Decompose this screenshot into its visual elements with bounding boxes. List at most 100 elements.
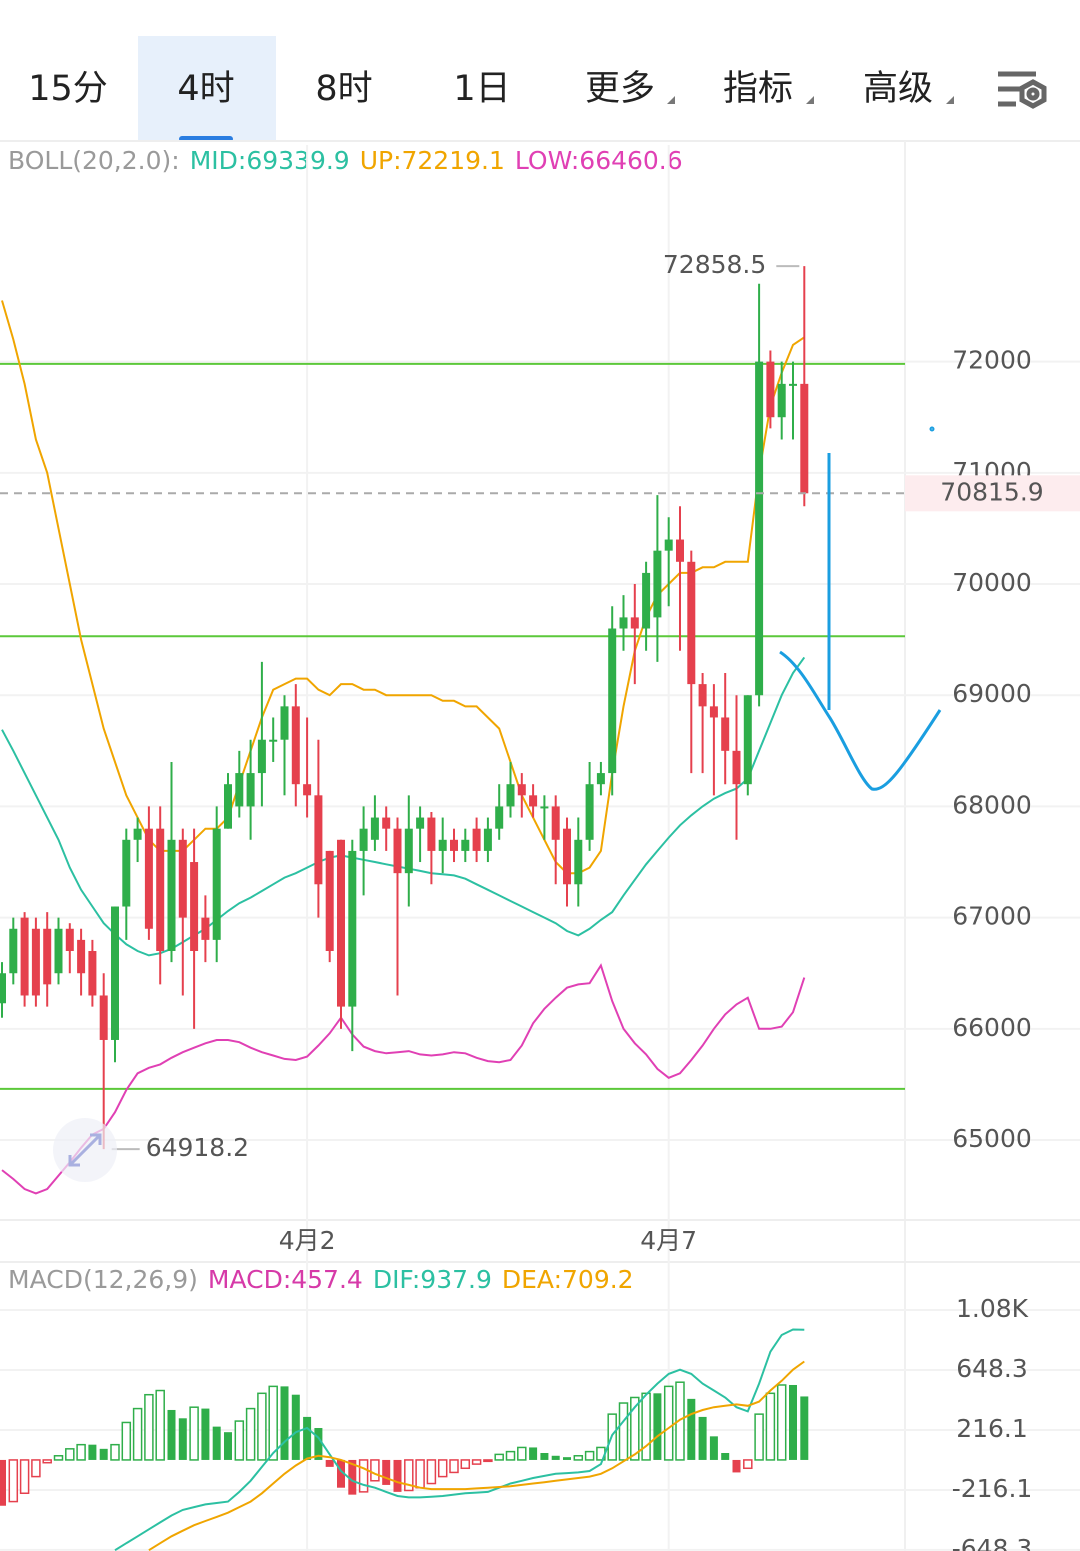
macd-bar	[178, 1418, 187, 1460]
candle-body	[235, 773, 244, 807]
last-price-label: 70815.9	[940, 477, 1043, 506]
macd-bar	[212, 1426, 221, 1460]
macd-bar	[483, 1459, 493, 1463]
macd-bar	[584, 1450, 595, 1461]
tab[interactable]: 指标	[723, 69, 793, 109]
macd-bar	[776, 1384, 787, 1461]
candle-body	[404, 828, 413, 874]
settings-icon[interactable]	[998, 71, 1047, 109]
macd-bar	[99, 1448, 108, 1460]
candle-body	[178, 839, 187, 918]
boll-line	[1, 656, 806, 957]
candle-body	[495, 806, 504, 829]
tab[interactable]: 1日	[453, 69, 510, 109]
y-tick-label: 68000	[952, 790, 1032, 819]
macd-bar	[563, 1457, 571, 1460]
candle-body	[257, 739, 266, 774]
macd-bar	[754, 1413, 764, 1461]
y-tick-label: -648.3	[952, 1534, 1033, 1551]
tab[interactable]: 8时	[315, 69, 372, 109]
x-tick-label: 4月2	[279, 1226, 336, 1255]
y-tick-label: 67000	[952, 902, 1032, 931]
macd-bar	[743, 1459, 753, 1470]
candle-body	[359, 828, 368, 851]
macd-bar	[709, 1436, 718, 1460]
macd-bar	[721, 1453, 730, 1460]
candle-body	[416, 817, 425, 829]
legend-entry: UP:72219.1	[360, 146, 505, 175]
max-label: 72858.5	[663, 250, 766, 279]
candle-body	[43, 928, 52, 985]
macd-bar	[529, 1447, 538, 1460]
candle-body	[99, 995, 108, 1040]
candle-body	[743, 695, 752, 785]
candle-body	[709, 706, 718, 718]
zoom-icon[interactable]	[53, 1118, 117, 1182]
macd-bar	[268, 1385, 278, 1461]
macd-bar	[415, 1459, 425, 1489]
macd-bar	[167, 1409, 176, 1460]
candle-body	[517, 784, 526, 796]
candle-body	[337, 839, 345, 1007]
macd-bar	[404, 1459, 414, 1492]
candle-body	[766, 361, 775, 418]
macd-line	[148, 1360, 805, 1551]
macd-bar	[551, 1455, 560, 1460]
macd-bar	[291, 1394, 300, 1460]
y-tick-label: 648.3	[956, 1354, 1028, 1383]
macd-bar	[437, 1459, 448, 1478]
candle-body	[133, 828, 142, 840]
macd-bar	[121, 1421, 132, 1461]
candle-body	[291, 706, 300, 785]
candle-body	[393, 828, 402, 874]
macd-bar	[19, 1459, 30, 1495]
candle-body	[642, 572, 651, 629]
tab[interactable]: 15分	[28, 69, 108, 109]
tab[interactable]: 高级	[863, 69, 933, 109]
candle-body	[88, 950, 97, 996]
candle-body	[800, 383, 809, 494]
macd-bar	[494, 1453, 504, 1461]
macd-bar	[280, 1386, 289, 1460]
macd-bar	[314, 1428, 323, 1460]
candle-body	[370, 817, 379, 840]
macd-line	[114, 1328, 805, 1551]
macd-bar	[8, 1459, 19, 1503]
candle-body	[111, 906, 119, 1040]
macd-bar	[449, 1459, 459, 1474]
macd-bar	[573, 1455, 584, 1461]
candle-body	[777, 383, 786, 418]
y-tick-label: 69000	[952, 679, 1032, 708]
candle-body	[585, 784, 594, 840]
candle-body	[156, 828, 165, 951]
macd-bar	[800, 1396, 809, 1460]
tab[interactable]: 更多	[585, 69, 655, 109]
bollinger-lines	[1, 300, 806, 1195]
last-price-tag	[905, 475, 1080, 512]
macd-bar	[698, 1416, 707, 1460]
tab[interactable]: 4时	[177, 69, 234, 109]
macd-bar	[382, 1459, 391, 1485]
macd-panel: MACD(12,26,9) MACD:457.4 DIF:937.9 DEA:709.…	[0, 1265, 1080, 1551]
macd-bar	[245, 1407, 256, 1461]
candle-body	[529, 795, 538, 807]
macd-bar	[144, 1393, 154, 1461]
macd-bar	[132, 1407, 143, 1461]
candle-body	[224, 784, 232, 829]
y-tick-label: 216.1	[956, 1414, 1028, 1443]
macd-bar	[76, 1443, 86, 1461]
candle-body	[483, 828, 492, 851]
macd-bar	[630, 1396, 640, 1461]
candle-body	[314, 795, 323, 885]
candle-body	[280, 706, 289, 740]
legend-entry: DIF:937.9	[373, 1265, 492, 1294]
candle-body	[653, 550, 662, 618]
min-label: 64918.2	[146, 1133, 249, 1162]
tab-bar: 15分 4时 8时 1日 更多 指标 高级	[28, 36, 933, 142]
y-tick-label: 72000	[952, 346, 1032, 375]
candle-body	[676, 539, 684, 562]
candle-body	[472, 828, 481, 851]
candle-body	[77, 939, 86, 974]
legend-entry: MID:69339.9	[190, 146, 350, 175]
legend: MACD(12,26,9) MACD:457.4 DIF:937.9 DEA:709.…	[8, 1265, 634, 1294]
